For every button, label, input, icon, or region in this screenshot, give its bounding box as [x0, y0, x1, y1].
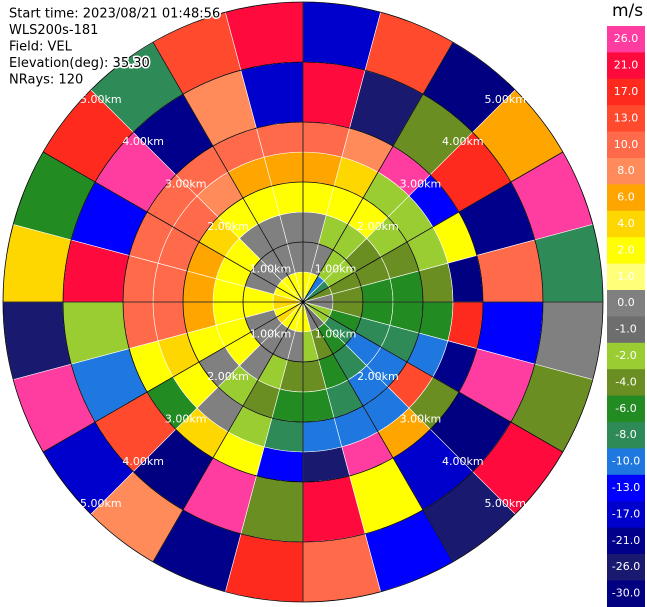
range-ring-label: 2.00km: [357, 220, 399, 233]
range-ring: [2, 1, 604, 603]
colorbar-segment: [607, 131, 645, 159]
colorbar-segment: [607, 527, 645, 555]
colorbar-tick-label: -10.0: [612, 455, 640, 468]
range-ring-label: 2.00km: [207, 370, 249, 383]
colorbar-segment: [607, 78, 645, 106]
info-line: Elevation(deg): 35.30: [9, 56, 150, 71]
polar-grid: [2, 1, 604, 603]
colorbar-tick-label: -1.0: [615, 323, 636, 336]
colorbar-tick-label: 13.0: [614, 111, 639, 124]
colorbar-segment: [607, 184, 645, 212]
colorbar-tick-label: -4.0: [615, 375, 636, 388]
range-ring-label: 4.00km: [442, 135, 484, 148]
colorbar-segment: [607, 580, 645, 607]
colorbar-segment: [607, 105, 645, 133]
colorbar-segment: [607, 290, 645, 317]
velocity-cell: [302, 121, 350, 158]
colorbar-segment: [607, 422, 645, 449]
colorbar-tick-label: 1.0: [617, 270, 635, 283]
info-line: WLS200s-181: [9, 23, 98, 38]
colorbar-segment: [607, 395, 645, 423]
range-ring-label: 4.00km: [442, 455, 484, 468]
range-ring-label: 4.00km: [122, 455, 164, 468]
colorbar-segment: [607, 316, 645, 344]
range-ring: [182, 181, 424, 423]
range-ring-label: 3.00km: [165, 178, 207, 191]
colorbar-tick-label: 0.0: [617, 296, 635, 309]
colorbar-tick-label: 6.0: [617, 191, 635, 204]
info-line: Field: VEL: [9, 40, 73, 55]
info-line: NRays: 120: [9, 73, 83, 88]
colorbar-tick-label: 4.0: [617, 217, 635, 230]
velocity-cell: [302, 446, 350, 483]
range-ring-label: 5.00km: [484, 497, 526, 510]
colorbar-tick-label: -2.0: [615, 349, 636, 362]
colorbar-tick-label: -8.0: [615, 428, 636, 441]
colorbar-tick-label: 2.0: [617, 243, 635, 256]
colorbar-segment: [607, 158, 645, 185]
range-ring: [62, 61, 544, 543]
colorbar-segment: [607, 342, 645, 370]
range-ring-label: 1.00km: [315, 262, 357, 275]
velocity-cell: [122, 301, 159, 349]
colorbar-tick-label: 21.0: [614, 59, 639, 72]
colorbar-segment: [607, 501, 645, 529]
colorbar-segment: [607, 474, 645, 502]
info-line: Start time: 2023/08/21 01:48:56: [9, 7, 220, 22]
colorbar-segment: [607, 554, 645, 581]
velocity-cell: [447, 301, 484, 349]
velocity-cell: [256, 121, 304, 158]
range-ring-label: 4.00km: [122, 135, 164, 148]
colorbar-tick-label: -26.0: [612, 560, 640, 573]
colorbar-segment: [607, 237, 645, 265]
colorbar-tick-label: 8.0: [617, 164, 635, 177]
range-ring-label: 1.00km: [250, 262, 292, 275]
colorbar-tick-label: 26.0: [614, 32, 639, 45]
range-ring-label: 5.00km: [484, 93, 526, 106]
range-ring-label: 1.00km: [315, 328, 357, 341]
colorbar: 26.0 21.0 17.0 13.0 10.0 8.0 6.0 4.0 2.0 1.0 0.0 -1…: [607, 26, 645, 607]
colorbar-segment: [607, 52, 645, 80]
colorbar-tick-label: 17.0: [614, 85, 639, 98]
range-ring-label: 3.00km: [400, 178, 442, 191]
range-ring-label: 5.00km: [80, 93, 122, 106]
colorbar-tick-label: -6.0: [615, 402, 636, 415]
ring-labels: 1.00km 1.00km 1.00km 1.00km 2.00km 2.00km 2.00…: [80, 93, 526, 510]
colorbar-tick-label: -17.0: [612, 507, 640, 520]
colorbar-segment: [607, 263, 645, 291]
colorbar-tick-label: -30.0: [612, 587, 640, 600]
velocity-cell: [122, 255, 159, 303]
colorbar-segment: [607, 369, 645, 397]
velocity-cell: [256, 446, 304, 483]
colorbar-tick-label: -13.0: [612, 481, 640, 494]
colorbar-segment: [607, 210, 645, 238]
colorbar-tick-label: -21.0: [612, 534, 640, 547]
range-ring-label: 2.00km: [357, 370, 399, 383]
range-ring: [242, 241, 364, 363]
colorbar-segment: [607, 448, 645, 476]
velocity-cell: [447, 255, 484, 303]
range-ring-label: 3.00km: [165, 412, 207, 425]
range-ring-label: 5.00km: [80, 497, 122, 510]
spoke: [42, 151, 563, 453]
colorbar-segment: [607, 26, 645, 53]
colorbar-tick-label: 10.0: [614, 138, 639, 151]
range-ring: [122, 121, 484, 483]
colorbar-label: m/s: [612, 1, 643, 21]
range-ring-label: 1.00km: [250, 328, 292, 341]
range-ring-label: 3.00km: [400, 412, 442, 425]
range-ring-label: 2.00km: [207, 220, 249, 233]
